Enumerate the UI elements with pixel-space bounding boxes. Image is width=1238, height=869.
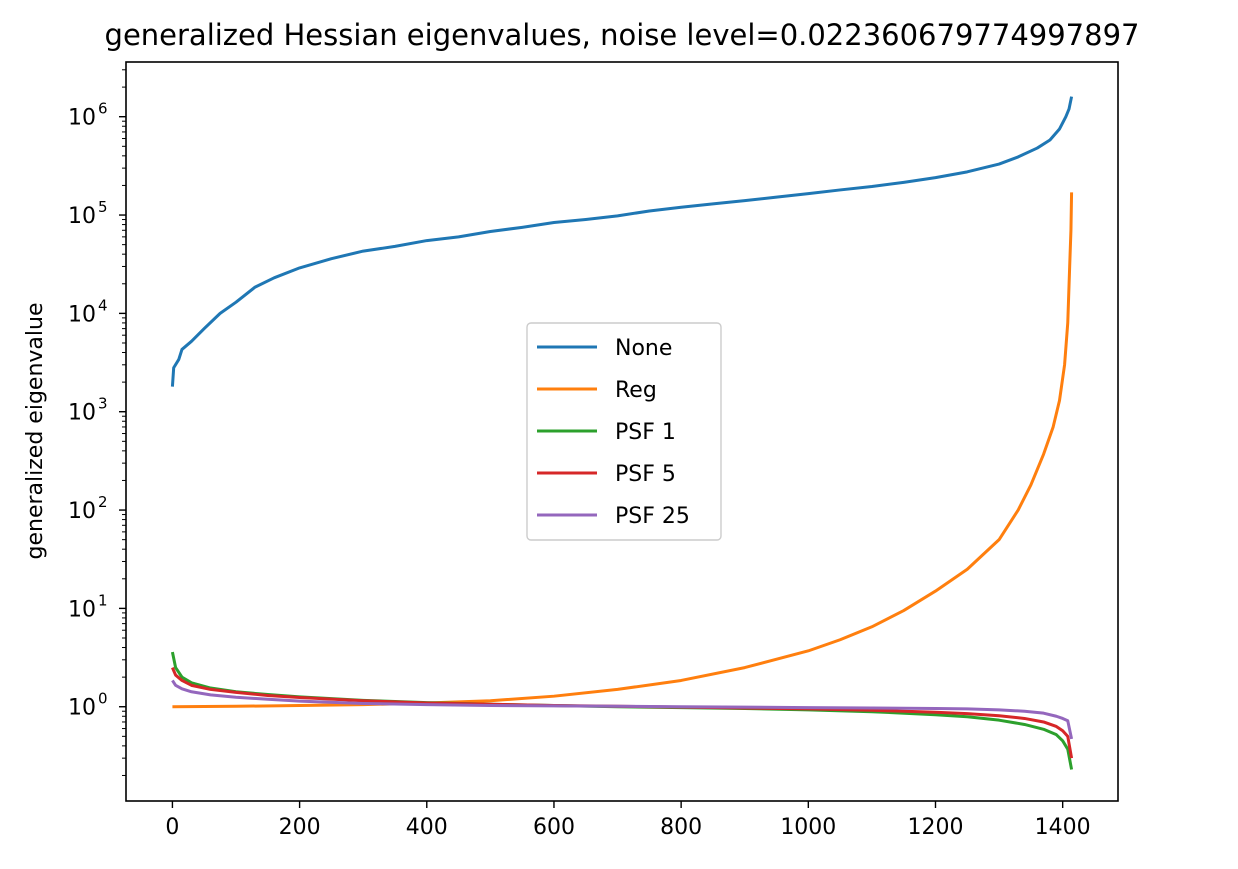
y-tick-label: 10 xyxy=(68,696,96,721)
legend-label: PSF 25 xyxy=(615,504,690,529)
chart-title: generalized Hessian eigenvalues, noise l… xyxy=(105,18,1140,52)
series-line-4 xyxy=(171,679,1074,740)
legend-label: PSF 1 xyxy=(615,420,676,445)
axes-frame xyxy=(125,61,1119,802)
y-tick-label: 10 xyxy=(68,401,96,426)
legend-label: PSF 5 xyxy=(615,462,676,487)
x-axis: 0 200 400 600 800 1000 1200 1400 xyxy=(165,801,1091,840)
x-tick-label: 200 xyxy=(279,815,321,840)
plot-area xyxy=(170,96,1074,770)
x-tick-label: 1200 xyxy=(907,815,963,840)
x-tick-label: 1400 xyxy=(1035,815,1091,840)
y-tick-exponent: 2 xyxy=(98,493,108,511)
x-tick-label: 600 xyxy=(533,815,575,840)
x-tick-label: 800 xyxy=(660,815,702,840)
y-tick-exponent: 0 xyxy=(98,690,108,708)
x-tick-label: 400 xyxy=(406,815,448,840)
y-tick-label: 10 xyxy=(68,302,96,327)
legend: None Reg PSF 1 PSF 5 PSF 25 xyxy=(526,322,722,541)
y-tick-label: 10 xyxy=(68,204,96,229)
x-tick-label: 1000 xyxy=(780,815,836,840)
y-tick-label: 10 xyxy=(68,106,96,131)
series-line-0 xyxy=(170,96,1074,387)
y-tick-exponent: 1 xyxy=(98,591,108,609)
y-tick-label: 10 xyxy=(68,499,96,524)
x-tick-label: 0 xyxy=(165,815,179,840)
legend-label: None xyxy=(615,336,672,361)
series-line-3 xyxy=(171,667,1074,759)
y-tick-exponent: 5 xyxy=(98,198,108,216)
y-tick-label: 10 xyxy=(68,597,96,622)
y-axis-label: generalized eigenvalue xyxy=(23,303,48,560)
legend-box xyxy=(526,322,722,541)
y-tick-exponent: 3 xyxy=(98,395,108,413)
legend-label: Reg xyxy=(615,378,657,403)
y-tick-exponent: 6 xyxy=(98,100,108,118)
y-tick-exponent: 4 xyxy=(98,296,108,314)
